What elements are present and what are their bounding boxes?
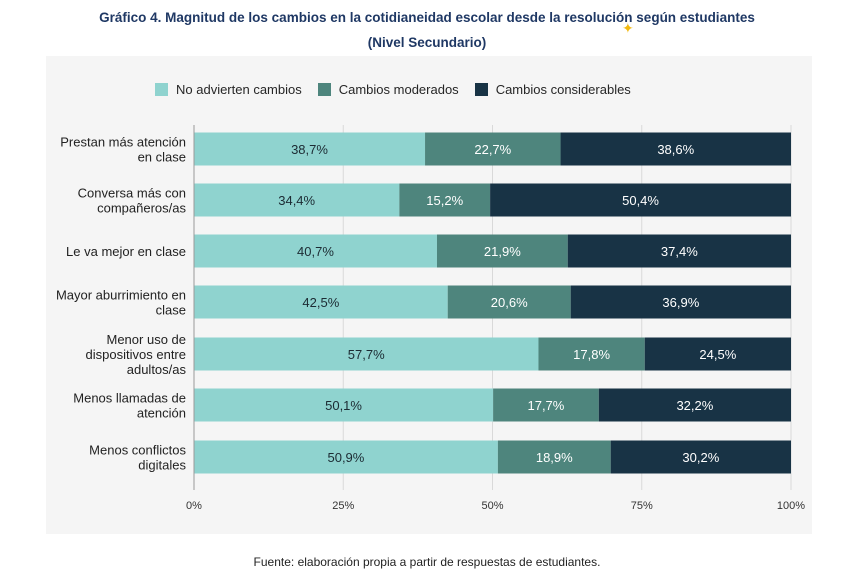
chart-legend: No advierten cambios Cambios moderados C…	[155, 82, 647, 97]
bar-segment	[570, 285, 791, 319]
source-note: Fuente: elaboración propia a partir de r…	[253, 555, 601, 569]
bar-segment	[598, 388, 791, 422]
bar-segment	[194, 183, 400, 217]
data-label: 40,7%	[297, 244, 334, 259]
category-label: Le va mejor en clase	[66, 244, 186, 259]
bar-segment	[567, 234, 791, 268]
category-label-line: Prestan más atención	[60, 135, 186, 150]
data-label: 32,2%	[676, 398, 713, 413]
category-label: Menos llamadas de atención	[73, 391, 186, 421]
category-label: Conversa más con compañeros/as	[78, 186, 187, 216]
bar-segment	[194, 132, 426, 166]
category-label: Mayor aburrimiento en clase	[56, 288, 186, 318]
data-label: 57,7%	[348, 347, 385, 362]
legend-item-considerables: Cambios considerables	[474, 82, 631, 97]
legend-label-moderados: Cambios moderados	[338, 82, 459, 97]
bar-segment	[497, 440, 611, 474]
category-label-line: dispositivos entre	[86, 347, 186, 362]
data-label: 34,4%	[278, 193, 315, 208]
legend-label-considerables: Cambios considerables	[495, 82, 631, 97]
data-label: 36,9%	[662, 295, 699, 310]
category-label-line: digitales	[138, 458, 186, 473]
legend-swatch-no-cambios	[155, 83, 168, 96]
legend-swatch-moderados	[317, 83, 331, 96]
legend-item-moderados: Cambios moderados	[317, 82, 459, 97]
category-label-line: Menos llamadas de	[73, 391, 186, 406]
category-label-line: Menos conflictos	[89, 443, 186, 458]
data-label: 37,4%	[661, 244, 698, 259]
star-icon: ✦	[622, 20, 634, 36]
data-label: 15,2%	[426, 193, 463, 208]
bar-segment	[436, 234, 568, 268]
category-label-line: Le va mejor en clase	[66, 244, 186, 259]
category-label-line: clase	[156, 303, 186, 318]
data-label: 50,4%	[622, 193, 659, 208]
x-tick-label: 75%	[631, 500, 653, 512]
category-label-line: Conversa más con	[78, 186, 186, 201]
category-label: Prestan más atención en clase	[60, 135, 186, 165]
x-tick-label: 0%	[186, 500, 202, 512]
category-label-line: atención	[137, 406, 186, 421]
category-label-line: Mayor aburrimiento en	[56, 288, 186, 303]
bar-segment	[490, 183, 791, 217]
bar-segment	[447, 285, 571, 319]
category-label-line: en clase	[138, 150, 186, 165]
bar-segment	[425, 132, 561, 166]
bar-segment	[194, 440, 498, 474]
bar-segment	[194, 285, 448, 319]
bar-segment	[644, 337, 791, 371]
chart-title: Gráfico 4. Magnitud de los cambios en la…	[99, 10, 755, 25]
data-label: 38,7%	[291, 142, 328, 157]
data-label: 22,7%	[474, 142, 511, 157]
legend-item-no-cambios: No advierten cambios	[155, 82, 302, 97]
x-tick-label: 100%	[777, 500, 805, 512]
legend-label-no-cambios: No advierten cambios	[176, 82, 302, 97]
category-label-line: compañeros/as	[97, 201, 186, 216]
data-label: 38,6%	[657, 142, 694, 157]
bar-segment	[493, 388, 599, 422]
category-label-line: adultos/as	[127, 362, 187, 377]
data-label: 17,8%	[573, 347, 610, 362]
data-label: 17,7%	[527, 398, 564, 413]
x-tick-label: 50%	[481, 500, 503, 512]
bar-segment	[560, 132, 791, 166]
data-label: 24,5%	[699, 347, 736, 362]
data-label: 50,1%	[325, 398, 362, 413]
bar-segment	[194, 337, 539, 371]
bar-segment	[399, 183, 491, 217]
legend-swatch-considerables	[474, 83, 488, 96]
x-tick-label: 25%	[332, 500, 354, 512]
category-label: Menos conflictos digitales	[89, 443, 186, 473]
category-label: Menor uso de dispositivos entre adultos/as	[86, 332, 187, 377]
chart-subtitle: (Nivel Secundario)	[367, 35, 487, 50]
data-label: 30,2%	[682, 450, 719, 465]
data-label: 18,9%	[536, 450, 573, 465]
bar-segment	[610, 440, 791, 474]
bar-segment	[194, 388, 494, 422]
bar-segment	[194, 234, 437, 268]
data-label: 42,5%	[302, 295, 339, 310]
data-label: 20,6%	[491, 295, 528, 310]
category-label-line: Menor uso de	[107, 332, 187, 347]
data-label: 21,9%	[484, 244, 521, 259]
data-label: 50,9%	[327, 450, 364, 465]
bar-segment	[538, 337, 645, 371]
